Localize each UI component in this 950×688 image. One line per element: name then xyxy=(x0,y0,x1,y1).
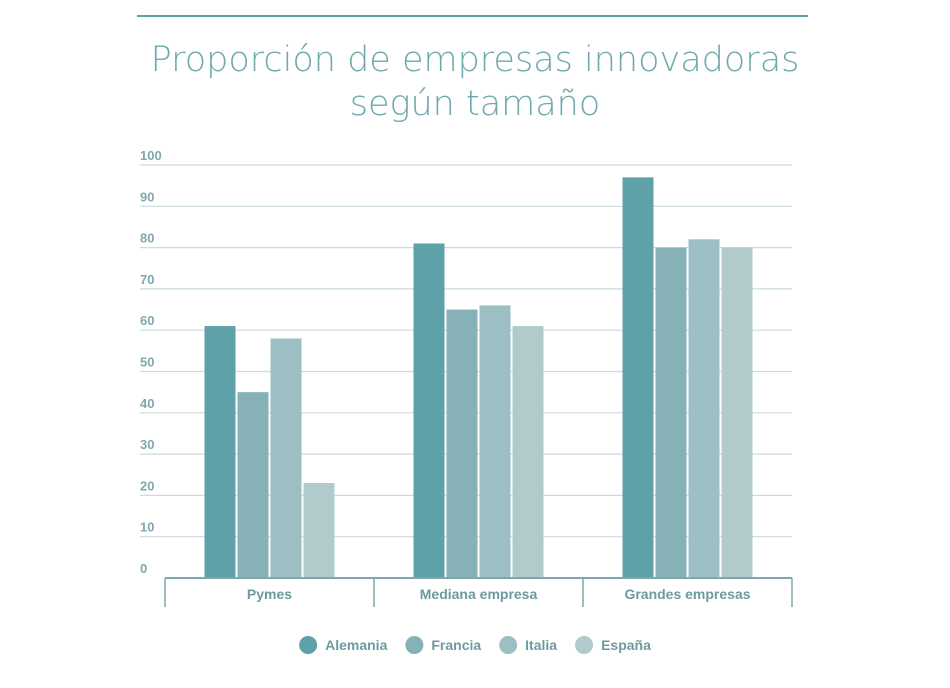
bar-alemania-1 xyxy=(413,243,445,578)
bars xyxy=(204,177,753,578)
x-axis: Pymes Mediana empresa Grandes empresas xyxy=(164,577,793,607)
bar-italia-0 xyxy=(270,338,302,578)
x-tick-label: Mediana empresa xyxy=(420,586,538,602)
legend-swatch xyxy=(575,636,594,654)
bar-francia-0 xyxy=(237,392,269,578)
legend-label: Italia xyxy=(525,637,557,653)
legend-item-italia: Italia xyxy=(499,636,557,654)
bar-alemania-0 xyxy=(204,326,236,578)
legend-item-francia: Francia xyxy=(405,636,481,654)
legend-label: Alemania xyxy=(325,637,387,653)
y-tick-label: 80 xyxy=(140,231,154,246)
y-tick-label: 50 xyxy=(140,355,154,370)
bar-alemania-2 xyxy=(622,177,654,578)
legend-item-españa: España xyxy=(575,636,651,654)
bar-francia-2 xyxy=(655,247,687,578)
legend-label: Francia xyxy=(431,637,481,653)
y-tick-label: 0 xyxy=(140,561,147,576)
bar-españa-1 xyxy=(512,326,544,578)
top-rule xyxy=(137,15,808,17)
y-tick-label: 20 xyxy=(140,478,154,493)
x-tick-label: Grandes empresas xyxy=(624,586,750,602)
bar-italia-1 xyxy=(479,305,511,578)
y-tick-label: 40 xyxy=(140,396,154,411)
bar-francia-1 xyxy=(446,309,478,578)
y-tick-label: 90 xyxy=(140,189,154,204)
bar-españa-0 xyxy=(303,483,335,578)
legend-swatch xyxy=(499,636,518,654)
y-tick-label: 10 xyxy=(140,520,154,535)
y-tick-label: 60 xyxy=(140,313,154,328)
legend-swatch xyxy=(405,636,424,654)
chart-title-line-1: Proporción de empresas innovadoras xyxy=(150,40,800,80)
y-tick-label: 30 xyxy=(140,437,154,452)
chart-title-line-2: según tamaño xyxy=(349,84,601,124)
legend: Alemania Francia Italia España xyxy=(299,636,651,654)
legend-label: España xyxy=(601,637,651,653)
y-tick-label: 100 xyxy=(140,148,162,163)
y-tick-label: 70 xyxy=(140,272,154,287)
chart-title: Proporción de empresas innovadoras según… xyxy=(0,38,950,126)
legend-item-alemania: Alemania xyxy=(299,636,388,654)
y-axis-ticks: 0 10 20 30 40 50 60 70 80 90 100 xyxy=(140,148,162,576)
bar-italia-2 xyxy=(688,239,720,578)
bar-españa-2 xyxy=(721,247,753,578)
legend-swatch xyxy=(299,636,318,654)
x-tick-label: Pymes xyxy=(247,586,292,602)
